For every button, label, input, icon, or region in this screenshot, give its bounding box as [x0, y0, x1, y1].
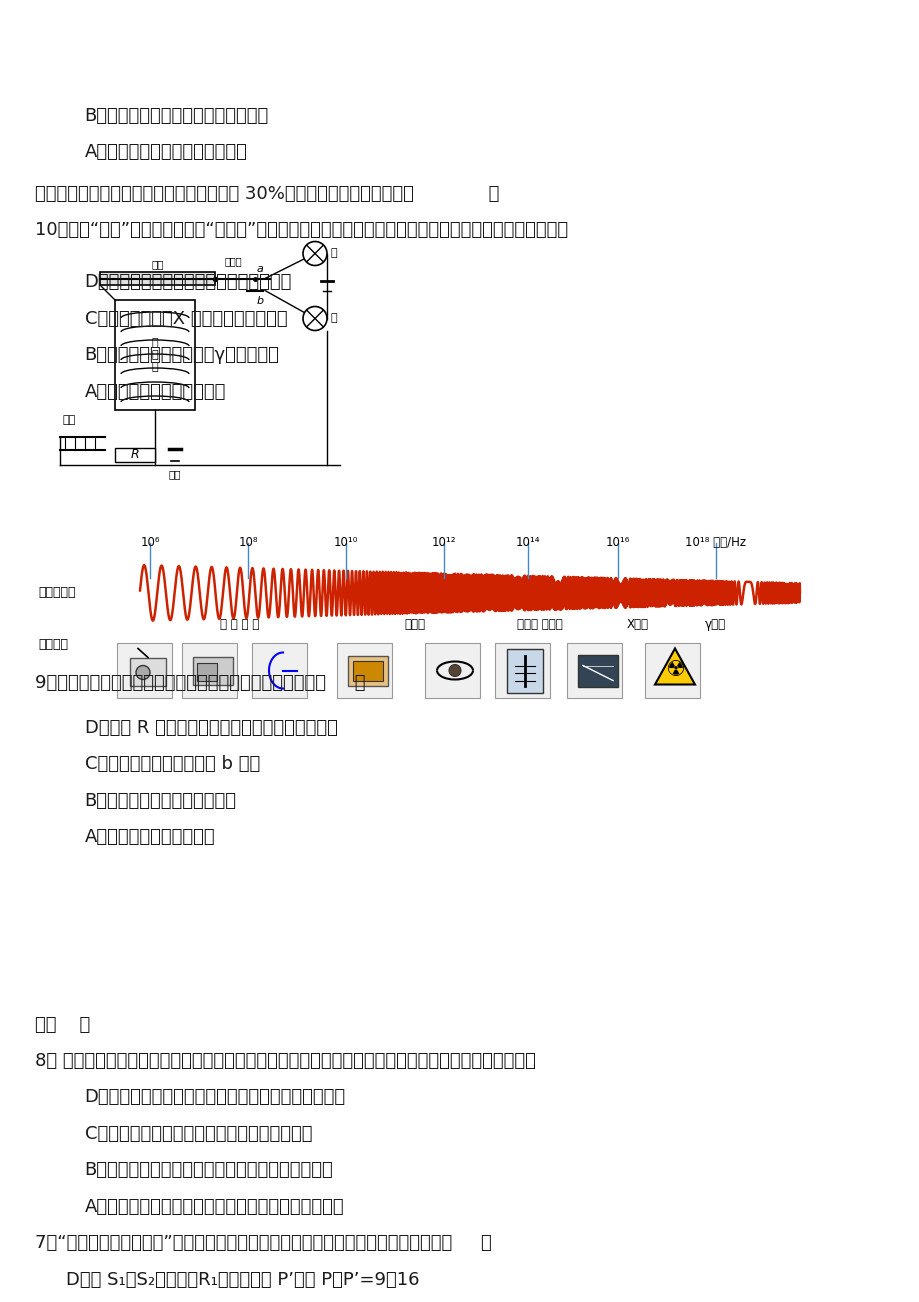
Text: 10¹⁶: 10¹⁶	[605, 536, 630, 549]
Text: R: R	[130, 448, 139, 461]
Text: 踏板: 踏板	[62, 415, 76, 424]
Bar	[115, 448, 154, 462]
Text: C．体检胸透用的X 射线频率比可见光低: C．体检胸透用的X 射线频率比可见光低	[85, 310, 287, 328]
Bar	[100, 272, 215, 285]
Text: A．电磁波的传播不需要介质: A．电磁波的传播不需要介质	[85, 383, 226, 401]
Text: b: b	[256, 297, 264, 306]
Text: 10¹⁴: 10¹⁴	[516, 536, 539, 549]
Text: 应用事例: 应用事例	[38, 638, 68, 651]
Text: D．家中多个大功率用电器，应接在同一插线板上使用: D．家中多个大功率用电器，应接在同一插线板上使用	[85, 1088, 346, 1107]
Text: 绿: 绿	[331, 314, 337, 323]
Text: B．空气开关跳闸，一定是家庭电路出现短路导致的: B．空气开关跳闸，一定是家庭电路出现短路导致的	[85, 1161, 333, 1180]
Text: 无 线 电 波: 无 线 电 波	[221, 618, 259, 631]
Text: 10¹²: 10¹²	[431, 536, 456, 549]
Text: 衔铁: 衔铁	[151, 259, 164, 270]
Bar	[337, 643, 392, 698]
Bar	[506, 648, 542, 693]
Text: ☢: ☢	[664, 660, 685, 681]
Bar	[182, 643, 237, 698]
Bar	[197, 663, 217, 681]
Bar	[252, 643, 307, 698]
Text: γ射线: γ射线	[704, 618, 725, 631]
Text: 9．如图为电磁波的频率及其应用实例，下列说法正确的是（     ）: 9．如图为电磁波的频率及其应用实例，下列说法正确的是（ ）	[35, 674, 365, 693]
Text: 电
磁
铁: 电 磁 铁	[152, 339, 158, 371]
Text: C．当有人触电时，漏电保护器会迅速切断电路: C．当有人触电时，漏电保护器会迅速切断电路	[85, 1125, 312, 1143]
Text: B．太阳能收集板将电能转化为太阳能: B．太阳能收集板将电能转化为太阳能	[85, 107, 268, 125]
Polygon shape	[654, 648, 694, 685]
Text: X射线: X射线	[627, 618, 648, 631]
Text: 还不受太空恶劣环境影响，光电转化率超过 30%。下列有关说法正确的是（             ）: 还不受太空恶劣环境影响，光电转化率超过 30%。下列有关说法正确的是（ ）	[35, 185, 499, 203]
Text: 10⁸: 10⁸	[238, 536, 257, 549]
Bar	[567, 643, 622, 698]
Text: 可见光 紫外线: 可见光 紫外线	[516, 618, 562, 631]
Text: 电源: 电源	[168, 469, 181, 479]
Text: 7．“安全用电，珍惜生命”是每个公民应有的意识。下列关于家庭电路说法正确的是（     ）: 7．“安全用电，珍惜生命”是每个公民应有的意识。下列关于家庭电路说法正确的是（ …	[35, 1234, 491, 1253]
Bar	[577, 655, 618, 686]
Circle shape	[302, 306, 326, 331]
Text: 红外线: 红外线	[404, 618, 425, 631]
Bar	[353, 660, 382, 681]
Bar	[118, 643, 173, 698]
Text: 8． 图是兴趣小组同学设计的运动音乐踏板装置，踩下或松开踏板，两音乐灯交替工作。下列描述正确的: 8． 图是兴趣小组同学设计的运动音乐踏板装置，踩下或松开踏板，两音乐灯交替工作。…	[35, 1052, 535, 1070]
Text: D．红外线在真空中传播速度比紫外线的快: D．红外线在真空中传播速度比紫外线的快	[85, 273, 291, 292]
Text: 红: 红	[331, 249, 337, 259]
Bar	[130, 658, 165, 685]
Text: a: a	[256, 263, 264, 273]
Text: 电磁波家族: 电磁波家族	[38, 586, 75, 599]
Text: A．家庭电路起火时，应先用水扑灭，然后再断开电路: A．家庭电路起火时，应先用水扑灭，然后再断开电路	[85, 1198, 344, 1216]
Bar	[495, 643, 550, 698]
Circle shape	[302, 241, 326, 266]
Text: 10¹⁸ 频率/Hz: 10¹⁸ 频率/Hz	[685, 536, 745, 549]
Text: 10⁶: 10⁶	[140, 536, 160, 549]
Text: B．踩下踏板时绻灯亮、红灯灯: B．踩下踏板时绻灯亮、红灯灯	[85, 792, 236, 810]
Circle shape	[136, 665, 150, 680]
Text: 10．我国“天宫”空间站的核心舱“天和号”利用了领先世界的柔性砷化镈薄膜电池来供电，它不仅薄如蝉翅，: 10．我国“天宫”空间站的核心舱“天和号”利用了领先世界的柔性砷化镈薄膜电池来供…	[35, 221, 567, 240]
Circle shape	[448, 664, 460, 677]
Text: A．踏板与电磁铁是并联的: A．踏板与电磁铁是并联的	[85, 828, 215, 846]
Bar	[645, 643, 699, 698]
Bar	[425, 643, 480, 698]
Text: 10¹⁰: 10¹⁰	[334, 536, 357, 549]
Bar	[193, 656, 233, 685]
Text: 是（    ）: 是（ ）	[35, 1016, 90, 1034]
Text: A．太阳能来自太阳内部的核裂变: A．太阳能来自太阳内部的核裂变	[85, 143, 247, 161]
Text: D．增大 R 的阔值，可增大电磁铁对衔铁的吸引力: D．增大 R 的阔值，可增大电磁铁对衔铁的吸引力	[85, 719, 337, 737]
Text: D．若 S₁、S₂均闭合，R₁电功率变为 P’，则 P：P’=9：16: D．若 S₁、S₂均闭合，R₁电功率变为 P’，则 P：P’=9：16	[66, 1271, 419, 1289]
Bar	[115, 299, 195, 410]
Text: B．电视机遥控器是利用了γ射线工作的: B．电视机遥控器是利用了γ射线工作的	[85, 346, 279, 365]
Text: C．松开踏板时，动触点与 b 接触: C．松开踏板时，动触点与 b 接触	[85, 755, 259, 773]
Bar	[347, 655, 388, 685]
Text: 动触点: 动触点	[225, 256, 243, 267]
